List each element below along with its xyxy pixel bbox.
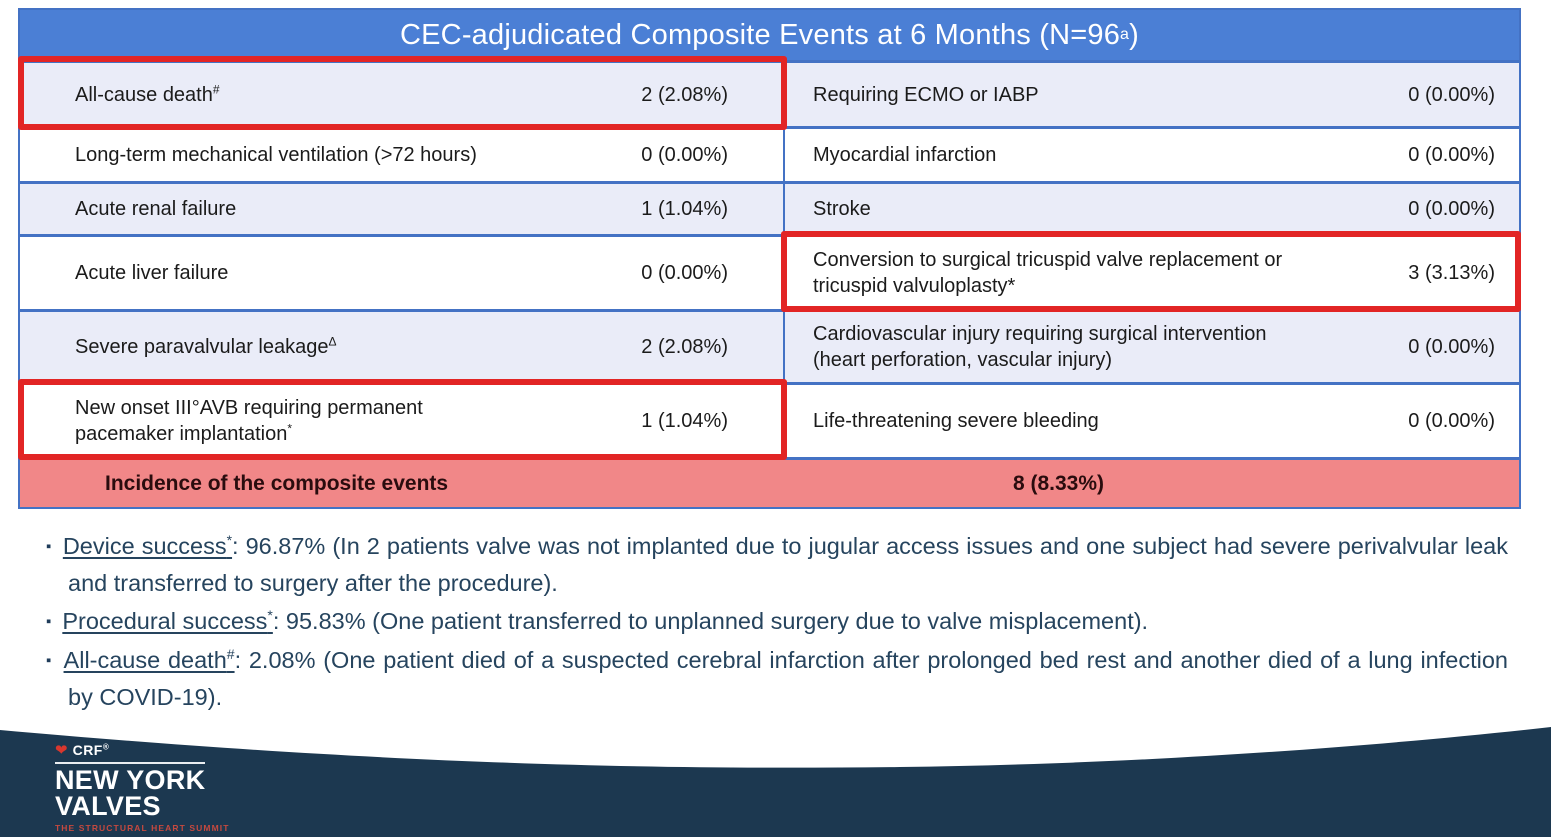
bullet-square-icon: ▪ — [46, 652, 53, 669]
bullet-text: : 95.83% (One patient transferred to unp… — [272, 608, 1149, 634]
heart-icon: ❤ — [55, 741, 68, 759]
event-label: Cardiovascular injury requiring surgical… — [783, 312, 1338, 382]
event-value: 1 (1.04%) — [641, 410, 728, 432]
event-label: Long-term mechanical ventilation (>72 ho… — [75, 144, 477, 166]
event-value: 0 (0.00%) — [1408, 198, 1495, 220]
crf-logo-text: CRF® — [72, 742, 110, 758]
event-value: 1 (1.04%) — [641, 198, 728, 220]
event-value: 3 (3.13%) — [1408, 262, 1495, 284]
event-label: New onset III°AVB requiring permanent pa… — [75, 397, 423, 445]
event-value: 0 (0.00%) — [641, 144, 728, 166]
bullet-text: : 96.87% (In 2 patients valve was not im… — [68, 533, 1508, 596]
event-label: Acute renal failure — [75, 198, 237, 220]
event-label: Life-threatening severe bleeding — [783, 385, 1338, 457]
table-title-text: CEC-adjudicated Composite Events at 6 Mo… — [399, 18, 1121, 51]
event-label: Conversion to surgical tricuspid valve r… — [783, 237, 1338, 309]
bullet-square-icon: ▪ — [46, 538, 52, 555]
table-row: New onset III°AVB requiring permanent pa… — [20, 382, 1519, 457]
bullet-item-device-success: ▪ Device success*: 96.87% (In 2 patients … — [46, 532, 1508, 596]
bullet-item-all-cause-death: ▪ All-cause death#: 2.08% (One patient di… — [46, 646, 1508, 710]
event-value: 0 (0.00%) — [641, 262, 728, 284]
event-value: 0 (0.00%) — [1408, 83, 1495, 106]
event-label: All-cause death# — [75, 81, 220, 106]
bullet-list: ▪ Device success*: 96.87% (In 2 patients … — [46, 528, 1508, 717]
summary-label: Incidence of the composite events — [105, 471, 449, 495]
table-row: All-cause death# 2 (2.08%) Requiring ECM… — [20, 60, 1519, 126]
event-label: Severe paravalvular leakageΔ — [75, 334, 337, 358]
event-value: 0 (0.00%) — [1408, 336, 1495, 358]
footer: ❤ CRF® NEW YORK VALVES THE STRUCTURAL HE… — [0, 722, 1551, 837]
table-title: CEC-adjudicated Composite Events at 6 Mo… — [20, 10, 1519, 60]
table-row: Acute liver failure 0 (0.00%) Conversion… — [20, 234, 1519, 309]
summary-row: Incidence of the composite events 8 (8.3… — [20, 457, 1519, 507]
event-label: Requiring ECMO or IABP — [783, 63, 1338, 126]
event-label: Acute liver failure — [75, 262, 229, 284]
event-value: 2 (2.08%) — [641, 336, 728, 358]
logo-text-new-york: NEW YORK — [55, 765, 206, 795]
footer-wave — [0, 727, 1551, 837]
event-value: 0 (0.00%) — [1408, 410, 1495, 432]
event-label: Stroke — [783, 184, 1338, 234]
crf-logo: ❤ CRF® NEW YORK VALVES THE STRUCTURAL HE… — [55, 742, 230, 833]
events-table: CEC-adjudicated Composite Events at 6 Mo… — [18, 8, 1521, 509]
table-row: Acute renal failure 1 (1.04%) Stroke 0 (… — [20, 181, 1519, 234]
summary-value: 8 (8.33%) — [1012, 471, 1105, 495]
bullet-square-icon: ▪ — [46, 613, 52, 630]
logo-divider — [55, 762, 205, 764]
crf-logo-top: ❤ CRF® — [55, 742, 230, 758]
bullet-text: : 2.08% (One patient died of a suspected… — [68, 647, 1508, 710]
event-value: 0 (0.00%) — [1408, 144, 1495, 166]
table-row: Severe paravalvular leakageΔ 2 (2.08%) C… — [20, 309, 1519, 382]
bullet-item-procedural-success: ▪ Procedural success*: 95.83% (One patien… — [46, 607, 1149, 634]
table-row: Long-term mechanical ventilation (>72 ho… — [20, 126, 1519, 181]
table-title-close: ) — [1129, 18, 1139, 51]
event-value: 2 (2.08%) — [641, 83, 728, 106]
event-label: Myocardial infarction — [783, 129, 1338, 181]
logo-tagline: THE STRUCTURAL HEART SUMMIT — [55, 823, 230, 833]
logo-text-valves: VALVES — [55, 791, 161, 821]
